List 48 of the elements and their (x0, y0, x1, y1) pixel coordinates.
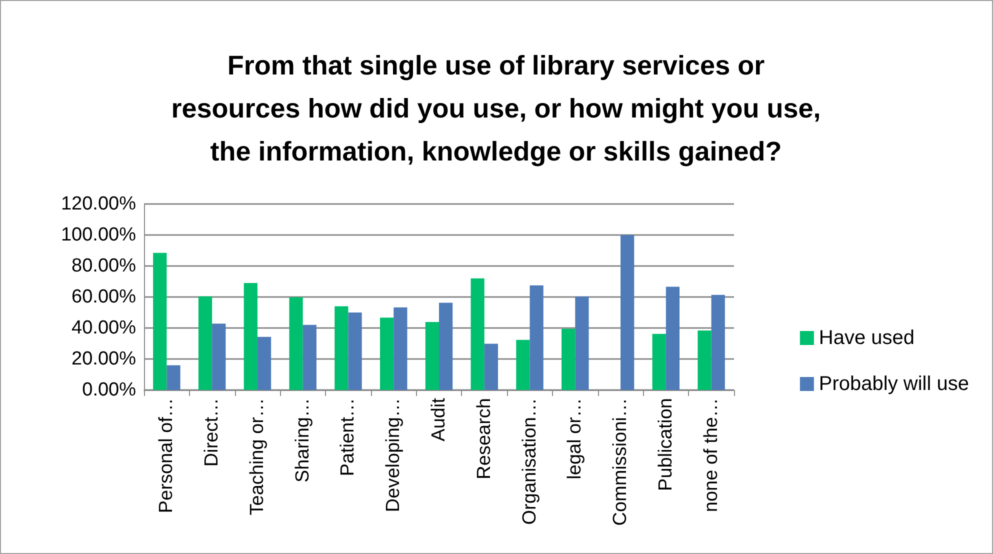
bar (289, 297, 303, 390)
bar (530, 285, 544, 390)
bar (302, 324, 316, 390)
legend-label: Have used (818, 327, 915, 349)
x-tick-label: legal or… (564, 398, 586, 480)
bar (516, 340, 530, 390)
bar (652, 334, 666, 390)
bar (198, 296, 212, 390)
chart-title: From that single use of library services or resources how did you use, or how might you use, the information, knowledge or skills gained? (171, 50, 821, 166)
y-tick-label: 0.00% (82, 380, 136, 400)
bar (484, 344, 498, 390)
x-tick-label: Sharing… (292, 398, 314, 482)
y-tick-label: 40.00% (72, 318, 136, 338)
x-tick-label: Direct… (202, 398, 223, 467)
x-tick-label: none of the… (700, 398, 722, 512)
bar (711, 294, 725, 390)
bar (257, 336, 272, 390)
bar (575, 296, 589, 390)
bar (394, 307, 408, 390)
x-tick-label: Personal of… (156, 398, 178, 514)
bar (425, 322, 439, 390)
bar (334, 306, 348, 390)
bar (153, 252, 167, 390)
x-tick-label: Commissioni… (610, 398, 632, 526)
x-tick-label: Organisation… (519, 398, 540, 525)
bar (620, 235, 634, 390)
legend-label: Probably will use (818, 373, 970, 395)
x-tick-label: Teaching or… (246, 398, 268, 516)
x-tick-label: Research (474, 398, 495, 480)
y-tick-label: 120.00% (60, 194, 136, 214)
bar (698, 330, 712, 390)
x-tick-label: Developing… (383, 398, 404, 512)
bar (666, 286, 680, 390)
bar (439, 302, 453, 390)
bar (166, 365, 180, 390)
y-tick-label: 60.00% (72, 286, 136, 308)
x-tick-label: Patient… (338, 398, 359, 476)
y-tick-label: 20.00% (72, 348, 136, 370)
x-tick-label: Publication (655, 398, 676, 491)
bar (212, 324, 226, 390)
bar (244, 283, 258, 390)
x-tick-label: Audit (428, 397, 450, 442)
y-tick-label: 100.00% (60, 224, 136, 246)
bar (380, 318, 394, 390)
bar (470, 278, 484, 390)
y-tick-label: 80.00% (72, 256, 136, 276)
bar (562, 328, 576, 390)
bar (348, 312, 362, 390)
